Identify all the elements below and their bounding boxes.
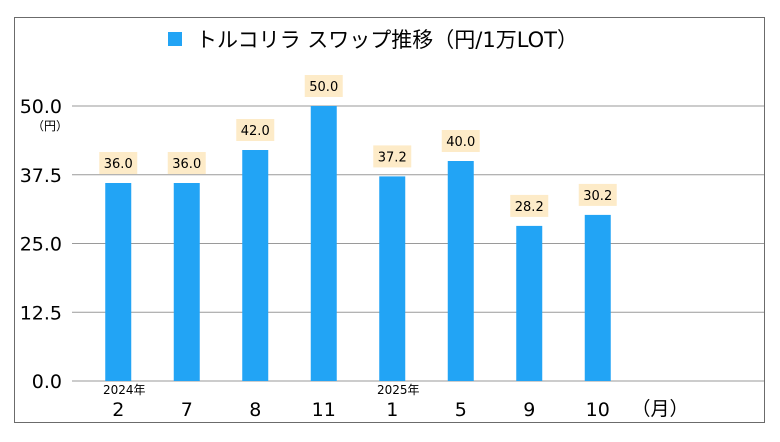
data-labels: 36.0 36.0 42.0 50.0 37.2 40.0 28.2 30.2 — [99, 75, 617, 217]
data-label: 36.0 — [172, 157, 201, 172]
data-label: 37.2 — [378, 150, 407, 165]
bar — [173, 183, 200, 381]
bar — [242, 150, 269, 381]
x-tick-label: 11 — [312, 399, 336, 421]
data-label-box — [510, 194, 549, 217]
x-tick-label: 5 — [455, 399, 467, 421]
data-label: 50.0 — [309, 80, 338, 95]
data-label: 28.2 — [515, 200, 544, 215]
bar — [447, 161, 474, 381]
y-axis-ticks: 0.0 12.5 25.0 37.5 50.0 — [20, 96, 62, 393]
x-tick-label: 10 — [586, 399, 610, 421]
data-label-box — [578, 183, 617, 206]
x-tick-label: 1 — [386, 399, 398, 421]
bar — [105, 183, 132, 381]
data-label-box — [167, 152, 206, 174]
data-label: 42.0 — [241, 124, 270, 139]
y-unit-label: （円） — [32, 119, 68, 133]
x-axis-ticks: 2 7 8 11 1 5 9 10 — [112, 399, 610, 421]
data-label-box — [441, 130, 480, 152]
x-tick-label: 2 — [112, 399, 124, 421]
bar — [310, 106, 337, 381]
year-markers: 2024年 2025年 — [103, 383, 420, 397]
data-label-box — [373, 145, 412, 168]
y-tick-label: 25.0 — [20, 234, 62, 256]
x-tick-label: 7 — [181, 399, 193, 421]
x-tick-label: 8 — [249, 399, 261, 421]
bar — [516, 225, 543, 381]
bars — [105, 106, 611, 381]
bar — [379, 176, 406, 381]
year-marker: 2024年 — [103, 383, 146, 397]
legend: トルコリラ スワップ推移（円/1万LOT） — [168, 28, 578, 52]
data-label: 30.2 — [583, 189, 612, 204]
data-label-box — [99, 152, 138, 174]
x-tick-label: 9 — [523, 399, 535, 421]
data-label-box — [236, 119, 275, 141]
data-label-box — [304, 75, 343, 97]
legend-swatch — [168, 32, 182, 46]
y-tick-label: 37.5 — [20, 165, 62, 187]
y-tick-label: 12.5 — [20, 302, 62, 324]
y-tick-label: 50.0 — [20, 96, 62, 118]
y-tick-label: 0.0 — [32, 371, 62, 393]
bar — [584, 214, 611, 381]
year-marker: 2025年 — [377, 383, 420, 397]
legend-label: トルコリラ スワップ推移（円/1万LOT） — [196, 28, 578, 52]
chart-frame — [14, 17, 765, 423]
data-label: 40.0 — [446, 135, 475, 150]
x-unit-label: （月） — [631, 398, 688, 420]
data-label: 36.0 — [104, 157, 133, 172]
